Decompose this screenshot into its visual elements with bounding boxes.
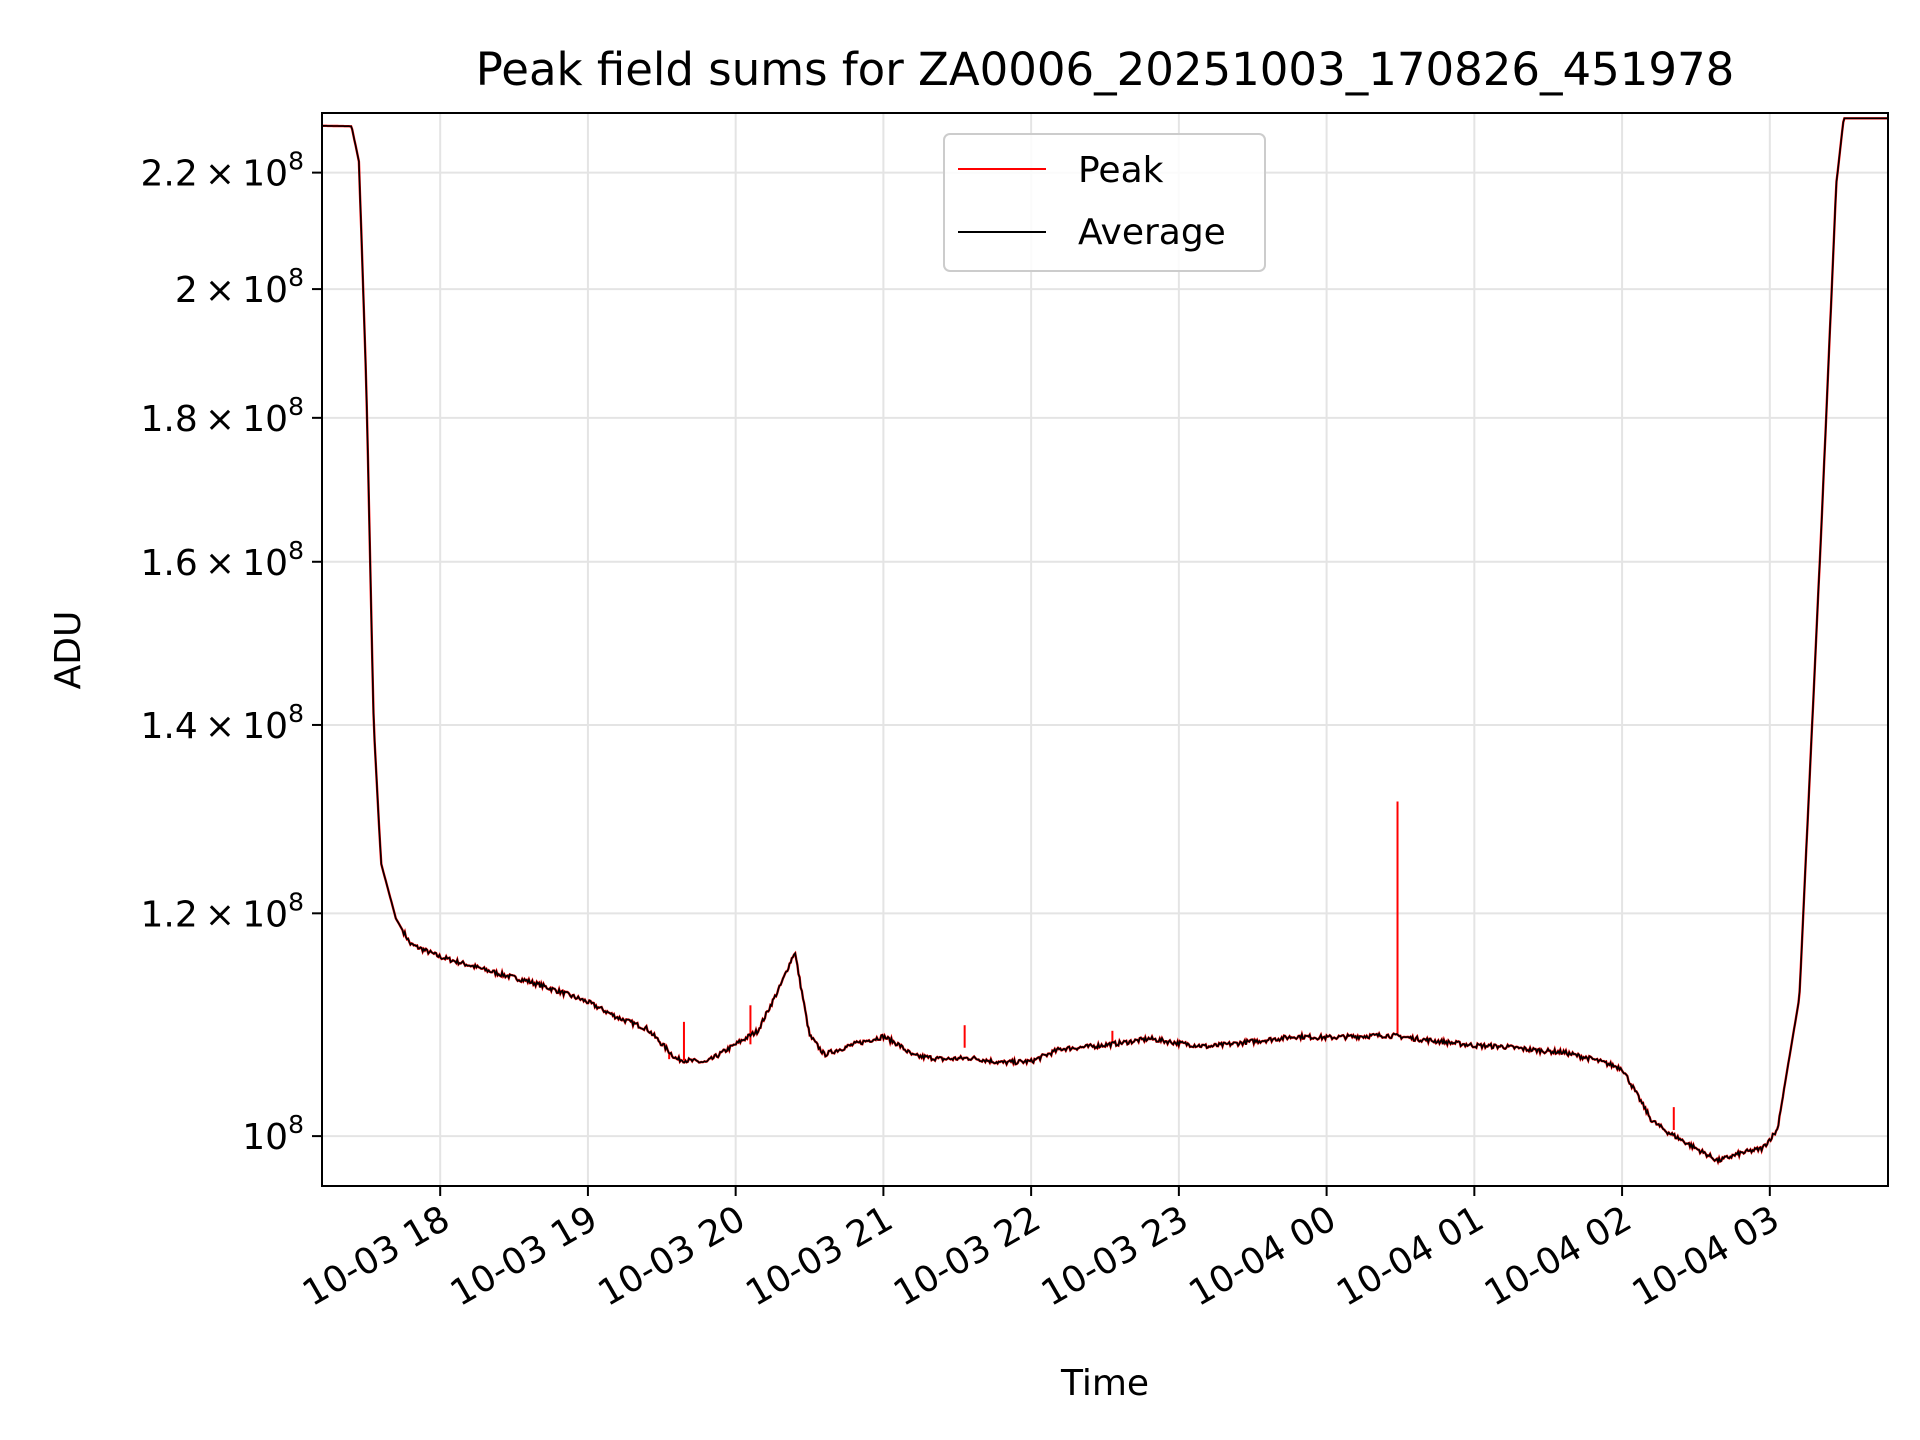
legend-peak-label: Peak — [1078, 150, 1164, 191]
legend-average-label: Average — [1078, 212, 1226, 253]
plot-frame — [321, 112, 1889, 1187]
y-tick-exponent: 8 — [288, 1110, 304, 1139]
y-tick-label: 1.8 × 108 — [140, 392, 304, 440]
y-tick-base: 10 — [242, 1117, 288, 1158]
y-tick-label: 108 — [242, 1110, 304, 1158]
chart-title: Peak field sums for ZA0006_20251003_1708… — [476, 43, 1735, 96]
y-tick-base: 2.2 × 10 — [140, 154, 288, 195]
y-tick-exponent: 8 — [288, 263, 304, 292]
y-tick-base: 1.6 × 10 — [140, 543, 288, 584]
y-tick-label: 1.2 × 108 — [140, 887, 304, 935]
y-tick-exponent: 8 — [288, 699, 304, 728]
y-tick-exponent: 8 — [288, 887, 304, 916]
y-tick-base: 1.4 × 10 — [140, 706, 288, 747]
y-tick-label: 1.4 × 108 — [140, 699, 304, 747]
y-tick-base: 1.8 × 10 — [140, 399, 288, 440]
y-axis-label: ADU — [48, 611, 89, 690]
y-tick-exponent: 8 — [288, 536, 304, 565]
y-tick-label: 1.6 × 108 — [140, 536, 304, 584]
grid — [322, 113, 1888, 1186]
y-tick-label: 2.2 × 108 — [140, 147, 304, 195]
x-axis-label: Time — [1060, 1363, 1149, 1404]
y-tick-label: 2 × 108 — [175, 263, 304, 311]
y-tick-base: 2 × 10 — [175, 270, 288, 311]
plot-area — [322, 117, 1888, 1166]
y-tick-base: 1.2 × 10 — [140, 894, 288, 935]
average-series-line — [322, 117, 1888, 1165]
legend: Peak Average — [943, 133, 1266, 272]
y-tick-exponent: 8 — [288, 147, 304, 176]
series-layer — [322, 117, 1888, 1166]
y-tick-exponent: 8 — [288, 392, 304, 421]
